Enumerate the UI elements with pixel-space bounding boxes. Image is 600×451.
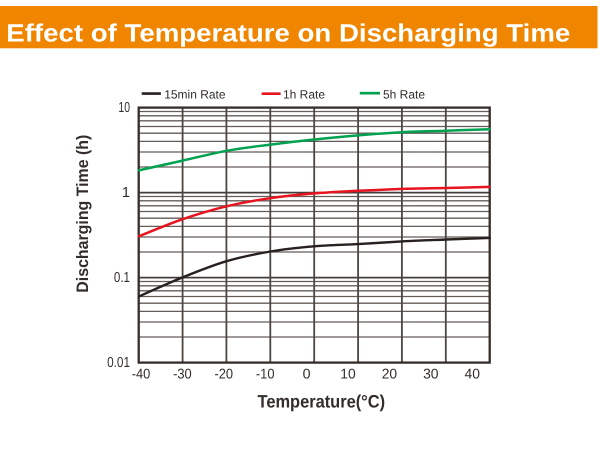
svg-text:-20: -20 [215,366,234,382]
svg-text:5h Rate: 5h Rate [383,87,425,101]
svg-text:15min Rate: 15min Rate [164,87,226,101]
svg-text:-10: -10 [256,366,275,382]
svg-text:-30: -30 [173,366,192,382]
svg-text:1h Rate: 1h Rate [283,87,325,101]
svg-text:-40: -40 [132,366,151,382]
svg-text:10: 10 [340,366,356,382]
svg-text:Temperature(°C): Temperature(°C) [258,392,386,412]
svg-text:30: 30 [423,366,439,382]
svg-text:Effect of Temperature on Disch: Effect of Temperature on Discharging Tim… [6,20,570,48]
svg-text:Discharging Time (h): Discharging Time (h) [73,135,92,293]
svg-text:40: 40 [465,366,481,382]
svg-text:0.01: 0.01 [107,355,130,371]
svg-text:0.1: 0.1 [114,270,130,286]
svg-text:10: 10 [118,100,130,116]
svg-text:0: 0 [303,366,311,382]
svg-text:1: 1 [122,185,130,201]
svg-text:20: 20 [382,366,398,382]
